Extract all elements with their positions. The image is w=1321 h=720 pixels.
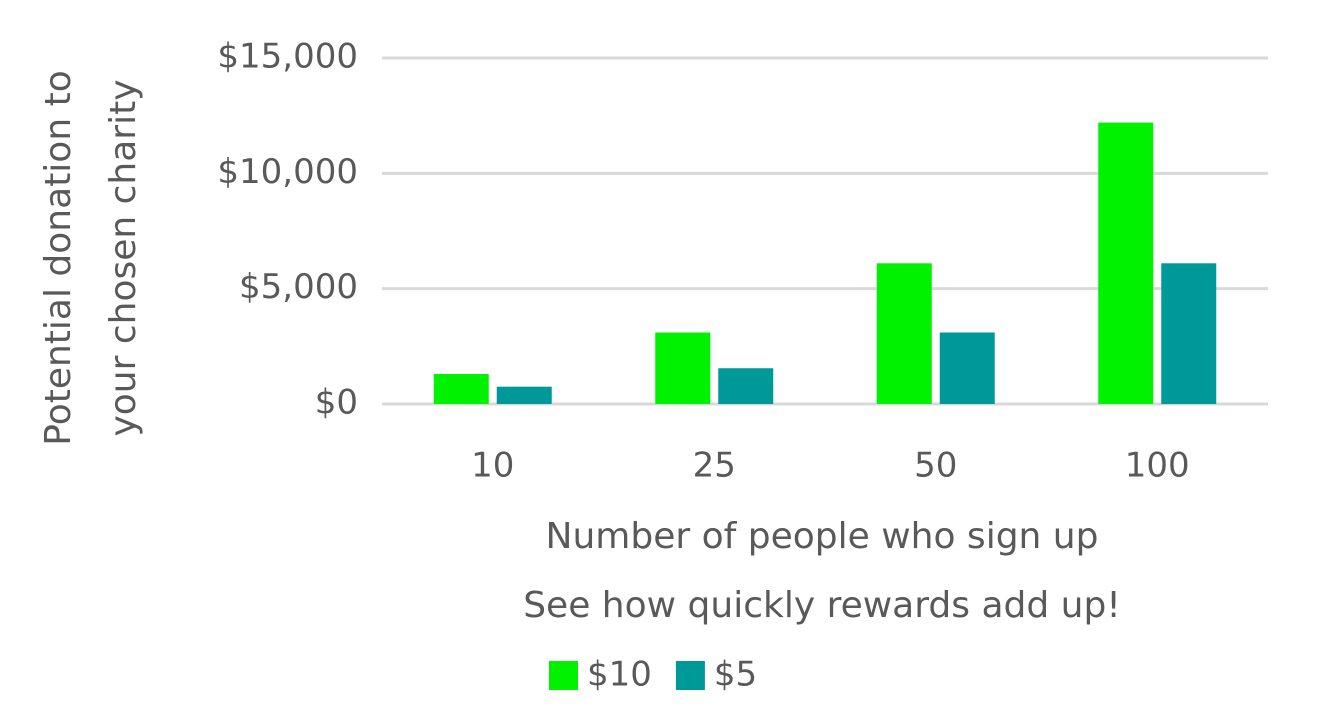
legend-swatch bbox=[675, 661, 705, 690]
y-axis-title: your chosen charity bbox=[103, 79, 144, 436]
subtitle: See how quickly rewards add up! bbox=[523, 585, 1121, 626]
x-tick-label: 25 bbox=[693, 446, 736, 486]
y-tick-label: $15,000 bbox=[217, 37, 358, 77]
bar bbox=[718, 368, 774, 404]
bar bbox=[939, 332, 995, 404]
legend-label: $5 bbox=[714, 655, 757, 695]
bar bbox=[1161, 263, 1217, 404]
bar bbox=[655, 332, 711, 404]
bar bbox=[1098, 122, 1154, 404]
y-tick-label: $10,000 bbox=[217, 152, 358, 192]
x-axis-title: Number of people who sign up bbox=[546, 516, 1099, 557]
legend-label: $10 bbox=[587, 655, 652, 695]
x-tick-label: 50 bbox=[914, 446, 957, 486]
legend-swatch bbox=[549, 661, 578, 690]
x-tick-label: 100 bbox=[1125, 446, 1190, 486]
bar bbox=[876, 263, 932, 404]
y-tick-label: $5,000 bbox=[239, 267, 358, 307]
bar bbox=[496, 386, 552, 404]
x-tick-label: 10 bbox=[471, 446, 514, 486]
y-tick-label: $0 bbox=[315, 383, 358, 423]
bar bbox=[433, 374, 489, 404]
y-axis-title: Potential donation to bbox=[38, 70, 79, 445]
